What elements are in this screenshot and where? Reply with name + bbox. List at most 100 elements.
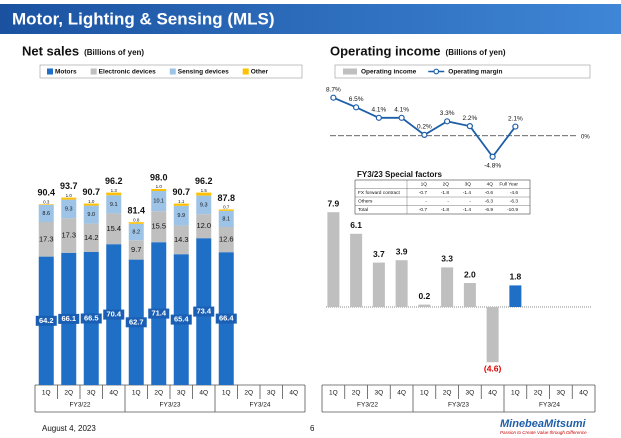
segment-label: 9.0 — [87, 212, 95, 218]
bar-segment — [61, 197, 77, 200]
x-tick-label: 4Q — [109, 390, 118, 397]
table-cell: - — [425, 200, 427, 205]
segment-label: 1.0 — [88, 199, 95, 204]
margin-label: 8.7% — [326, 86, 341, 93]
segment-label: 9.3 — [65, 206, 73, 212]
bar — [350, 233, 363, 307]
bar-segment — [196, 195, 212, 215]
bar — [441, 267, 454, 307]
bar-segment — [38, 204, 54, 205]
x-tick-label: 3Q — [267, 390, 276, 397]
x-group-label: FY3/23 — [448, 402, 469, 409]
table-row-label: Others — [358, 199, 373, 205]
chart-subtitle: (Billions of yen) — [84, 48, 144, 57]
segment-label: 9.1 — [110, 202, 118, 208]
segment-label: 8.1 — [222, 216, 230, 222]
segment-label: 8.6 — [42, 211, 50, 217]
table-cell: -4.6 — [510, 190, 519, 196]
bar-label: (4.6) — [484, 363, 502, 373]
table-cell: - — [447, 200, 449, 205]
x-tick-label: 3Q — [177, 390, 186, 397]
segment-label: 1.3 — [111, 188, 118, 193]
bar-segment — [173, 203, 189, 206]
segment-label: 66.1 — [61, 314, 76, 323]
x-tick-label: 4Q — [289, 390, 298, 397]
bar-label: 3.3 — [441, 254, 453, 264]
margin-marker — [353, 104, 360, 111]
bar-label: 7.9 — [327, 198, 339, 208]
table-cell: -6.3 — [485, 199, 494, 205]
x-tick-label: 1Q — [511, 390, 520, 397]
x-group-label: FY3/24 — [539, 402, 560, 409]
x-tick-label: 1Q — [329, 390, 338, 397]
total-label: 81.4 — [127, 206, 145, 216]
segment-label: 15.4 — [106, 224, 121, 233]
bar — [509, 285, 522, 307]
x-tick-label: 1Q — [132, 390, 141, 397]
legend-swatch — [47, 68, 53, 75]
page-number: 6 — [310, 424, 315, 433]
label-bg — [58, 313, 80, 324]
bar-segment — [61, 199, 77, 219]
table-cell: -1.8 — [441, 207, 450, 213]
x-tick-label: 4Q — [579, 390, 588, 397]
segment-label: 0.3 — [43, 199, 50, 204]
margin-marker — [398, 114, 405, 121]
table-header: 2Q — [443, 182, 450, 188]
segment-label: 9.3 — [200, 202, 208, 208]
bar-segment — [83, 205, 99, 224]
legend-swatch — [169, 68, 176, 75]
chart-subtitle: (Billions of yen) — [446, 48, 506, 57]
segment-label: 12.6 — [219, 235, 234, 244]
x-tick-label: 2Q — [352, 390, 361, 397]
x-tick-label: 1Q — [222, 390, 231, 397]
table-header: 1Q — [421, 182, 428, 188]
x-tick-label: 2Q — [154, 390, 163, 397]
segment-label: 65.4 — [174, 315, 189, 324]
segment-label: 73.4 — [196, 307, 211, 316]
y2-tick-label: 0% — [581, 134, 590, 140]
margin-marker — [466, 123, 473, 130]
bar-segment — [106, 192, 122, 196]
bar-segment — [173, 225, 189, 255]
segment-label: 70.4 — [106, 310, 121, 319]
total-label: 90.7 — [172, 187, 190, 197]
legend-box — [39, 64, 303, 79]
tagline: Passion to Create Value through Differen… — [500, 430, 587, 435]
legend-label: Operating income — [361, 69, 417, 76]
bar-segment — [196, 192, 212, 196]
x-tick-label: 3Q — [375, 390, 384, 397]
bar-segment — [218, 209, 234, 211]
label-bg — [215, 313, 237, 324]
margin-marker — [444, 118, 451, 125]
bar-segment — [173, 205, 189, 226]
chart-title: Operating income — [330, 43, 441, 58]
segment-label: 15.5 — [151, 222, 166, 231]
x-group-label: FY3/22 — [70, 402, 91, 409]
bar-label: 1.8 — [509, 272, 521, 282]
x-tick-label: 1Q — [420, 390, 429, 397]
segment-label: 66.5 — [84, 313, 99, 322]
x-tick-label: 4Q — [488, 390, 497, 397]
x-group-label: FY3/22 — [357, 402, 378, 409]
total-label: 96.2 — [105, 176, 123, 186]
x-tick-label: 3Q — [557, 390, 566, 397]
segment-label: 1.5 — [201, 188, 208, 193]
x-tick-label: 3Q — [466, 390, 475, 397]
table-cell: -1.4 — [463, 190, 472, 196]
header-title: Motor, Lighting & Sensing (MLS) — [12, 9, 275, 28]
margin-label: 4.1% — [371, 107, 386, 114]
table-cell: -0.7 — [419, 207, 428, 213]
margin-label: 0.2% — [417, 124, 432, 131]
segment-label: 14.2 — [84, 233, 99, 242]
total-label: 87.8 — [217, 193, 235, 203]
margin-marker — [421, 131, 428, 138]
bar — [463, 283, 476, 307]
total-label: 90.7 — [82, 187, 100, 197]
margin-marker — [375, 114, 382, 121]
bar-label: 0.2 — [418, 291, 430, 301]
segment-label: 8.2 — [132, 229, 140, 235]
margin-label: 6.5% — [349, 96, 364, 103]
label-bg — [125, 317, 147, 328]
table-cell: -6.3 — [510, 199, 519, 205]
